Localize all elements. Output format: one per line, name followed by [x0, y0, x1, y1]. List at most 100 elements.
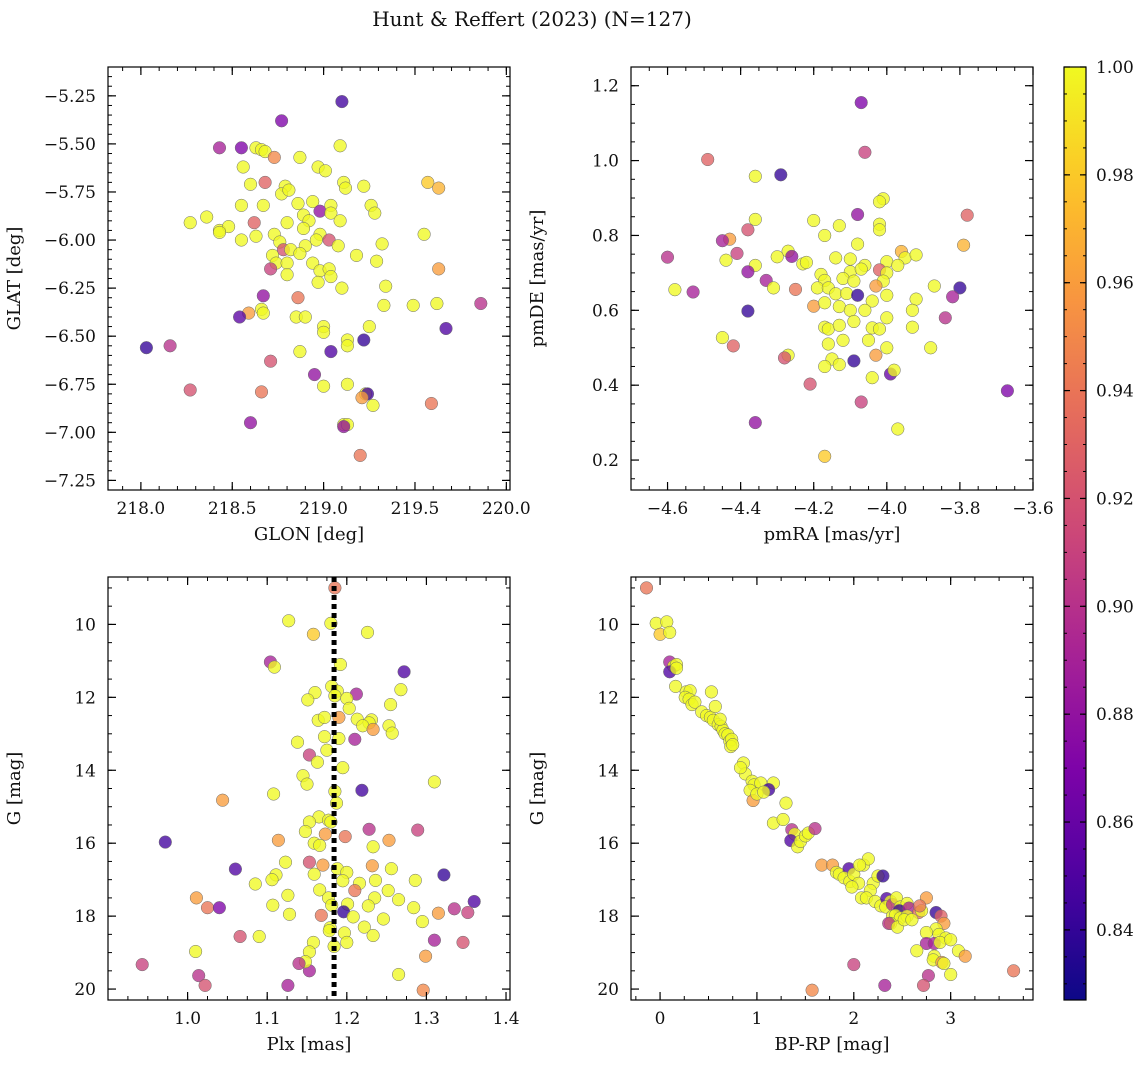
data-point [938, 311, 952, 325]
y-tick-label: 10 [597, 615, 619, 635]
data-point [300, 777, 314, 791]
data-point [311, 275, 325, 289]
y-tick-label: 1.2 [592, 77, 619, 97]
data-point [891, 258, 905, 272]
data-point [701, 152, 715, 167]
data-point [293, 345, 307, 359]
scatter-pmra-pmde: −4.6 −4.4 −4.2 −4.0 −3.8 −3.6 0.2 0.4 0.6 0.8 1.0 1… [527, 66, 1054, 545]
colorbar-tick-label: 0.84 [1096, 921, 1134, 941]
data-point [296, 221, 311, 236]
colorbar-tick-label: 0.92 [1096, 489, 1134, 509]
data-point [741, 265, 755, 279]
data-point [313, 883, 327, 897]
data-point [663, 625, 677, 639]
data-point [216, 793, 230, 807]
data-point [944, 933, 958, 947]
data-point [869, 279, 883, 293]
data-point [362, 320, 376, 334]
x-tick-label: 219.0 [299, 499, 348, 519]
x-axis-label: Plx [mas] [267, 1034, 352, 1055]
colorbar-ticks: 0.84 0.86 0.88 0.90 0.92 0.94 0.96 0.98 1.00 [1064, 58, 1134, 985]
x-tick-label: 2 [848, 1009, 859, 1029]
data-point [331, 239, 345, 253]
colorbar-tick-label: 1.00 [1096, 58, 1134, 78]
data-point [432, 181, 446, 195]
y-tick-label: −6.50 [44, 327, 96, 347]
data-point [910, 944, 924, 958]
y-tick-label: 12 [74, 688, 96, 708]
data-point [741, 223, 755, 237]
y-tick-label: −6.75 [44, 375, 96, 395]
data-point [282, 907, 297, 921]
data-point [843, 303, 857, 317]
data-point [840, 286, 854, 301]
data-point [730, 246, 744, 260]
data-point [189, 944, 203, 959]
data-point [338, 181, 353, 195]
data-point [715, 234, 729, 248]
data-point [307, 867, 321, 881]
data-point [298, 310, 312, 324]
data-point [212, 141, 227, 155]
x-axis-label: BP-RP [mag] [774, 1034, 889, 1055]
data-point [715, 331, 729, 345]
x-tick-label: 1.0 [174, 1009, 201, 1029]
data-point [302, 855, 316, 869]
y-tick-label: −6.00 [44, 231, 96, 251]
y-tick-label: −7.00 [44, 423, 96, 443]
data-point [832, 300, 846, 314]
data-point [958, 949, 972, 963]
data-point [366, 928, 380, 943]
data-point [406, 298, 420, 312]
data-point [887, 363, 901, 377]
data-point [774, 168, 788, 182]
y-tick-label: 0.6 [592, 301, 619, 321]
data-point [139, 341, 153, 355]
data-point [314, 908, 328, 922]
data-point [430, 296, 444, 311]
data-point [818, 228, 832, 243]
data-point [919, 925, 933, 940]
x-tick-label: −4.6 [647, 499, 688, 519]
data-point [368, 873, 383, 887]
data-point [291, 196, 305, 211]
data-point [924, 341, 938, 355]
data-point [1007, 964, 1021, 978]
x-tick-label: 218.0 [117, 499, 166, 519]
x-tick-label: −3.8 [939, 499, 980, 519]
data-point [878, 978, 892, 992]
data-point [427, 775, 441, 789]
data-point [785, 249, 799, 263]
data-point [808, 822, 822, 836]
data-point [669, 679, 683, 693]
data-point [708, 699, 722, 714]
data-point [353, 448, 367, 462]
data-point [467, 894, 481, 909]
y-tick-label: 0.8 [592, 226, 619, 246]
data-point [362, 822, 376, 836]
data-point [355, 391, 369, 405]
y-tick-label: 18 [597, 907, 619, 927]
data-point [200, 901, 215, 915]
colorbar-tick-label: 0.86 [1096, 813, 1134, 833]
data-point [256, 306, 270, 320]
y-axis-label: GLAT [deg] [4, 227, 25, 331]
data-point [392, 967, 406, 982]
y-tick-label: 20 [74, 980, 96, 1000]
y-tick-label: 18 [74, 907, 96, 927]
data-point [338, 830, 352, 844]
data-point [832, 318, 846, 332]
colorbar-tick-label: 0.96 [1096, 274, 1134, 294]
data-point [357, 333, 371, 347]
data-point [306, 627, 320, 641]
x-tick-label: −3.6 [1012, 499, 1053, 519]
plot-frame [630, 66, 1034, 491]
data-point [228, 862, 242, 876]
data-point [278, 855, 293, 869]
data-point [431, 906, 445, 920]
data-point [832, 219, 846, 233]
data-point [858, 145, 872, 159]
data-point [366, 722, 380, 736]
